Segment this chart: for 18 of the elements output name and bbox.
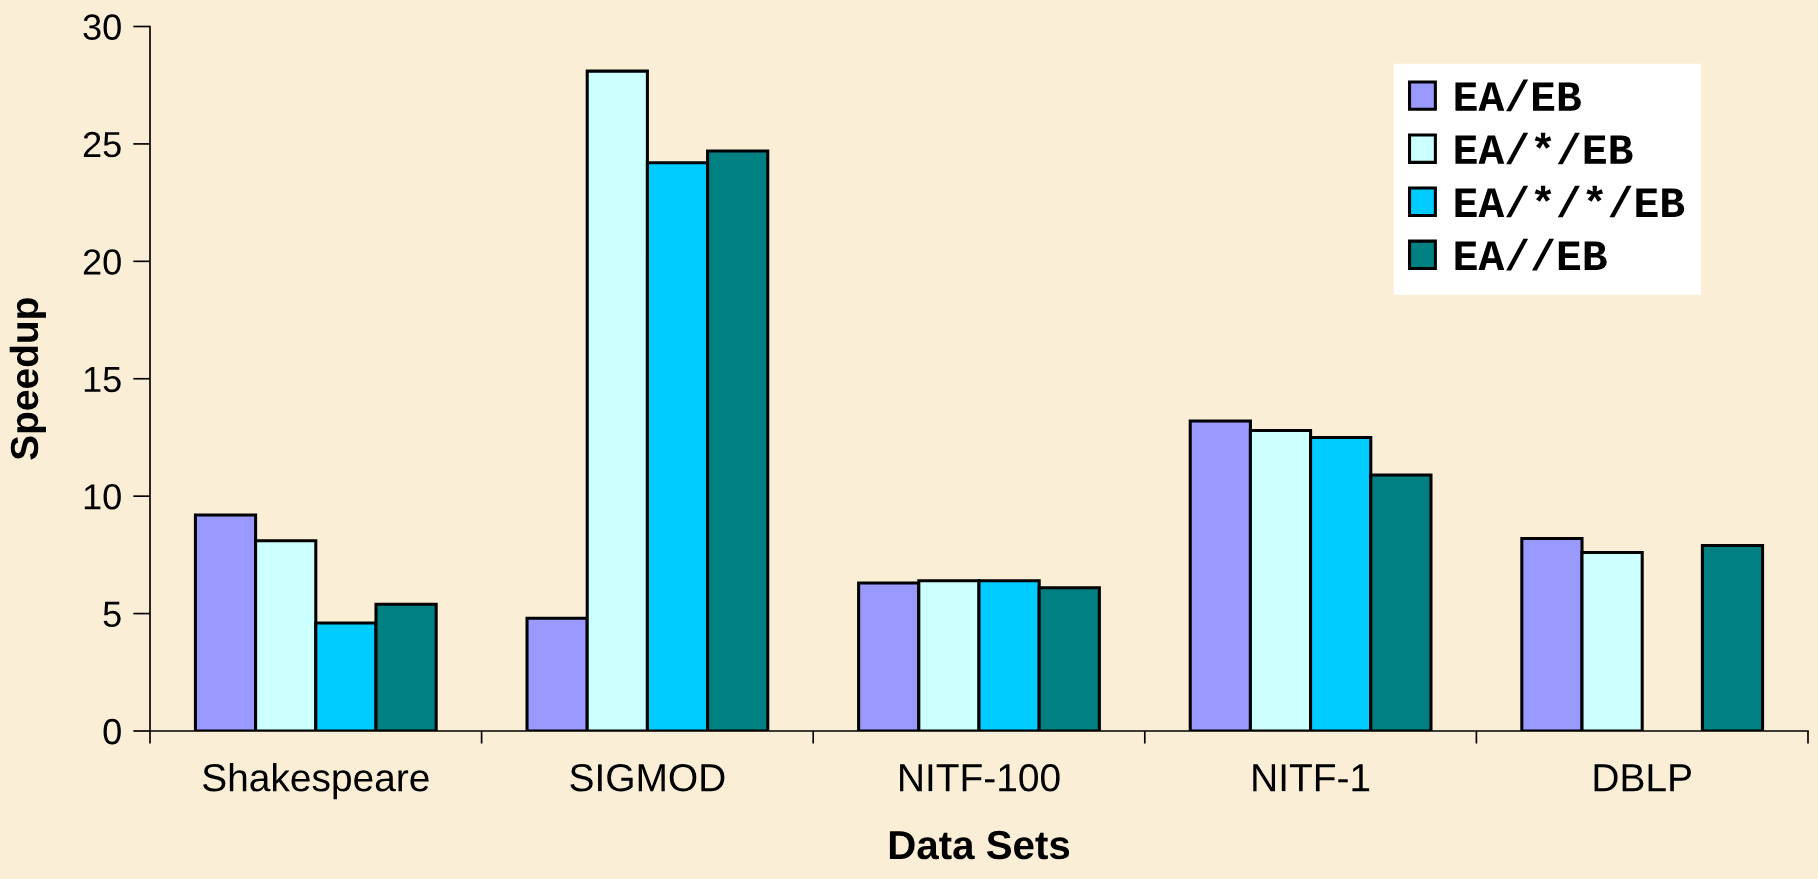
- x-tick-label: Shakespeare: [202, 762, 429, 800]
- x-tick-label: DBLP: [1594, 764, 1691, 792]
- y-tick-label: 0: [103, 718, 121, 745]
- legend-label: EA/*/*/EB: [1455, 185, 1685, 218]
- x-tick-label: NITF-1: [1253, 764, 1370, 792]
- legend-label: EA//EB: [1455, 238, 1607, 271]
- y-tick-label: 5: [103, 601, 121, 628]
- legend-label: EA/*/EB: [1455, 132, 1633, 165]
- y-tick-label: 20: [83, 249, 121, 275]
- y-tick-label: 25: [83, 131, 121, 158]
- y-tick-label: 10: [84, 484, 121, 510]
- legend-label: EA/EB: [1455, 79, 1581, 112]
- x-tick-label: SIGMOD: [570, 763, 725, 792]
- x-axis-title: Data Sets: [889, 830, 1070, 860]
- y-axis-title: Speedup: [9, 298, 46, 460]
- y-tick-label: 30: [83, 14, 121, 40]
- y-tick-label: 15: [84, 366, 121, 393]
- x-tick-label: NITF-100: [900, 763, 1060, 792]
